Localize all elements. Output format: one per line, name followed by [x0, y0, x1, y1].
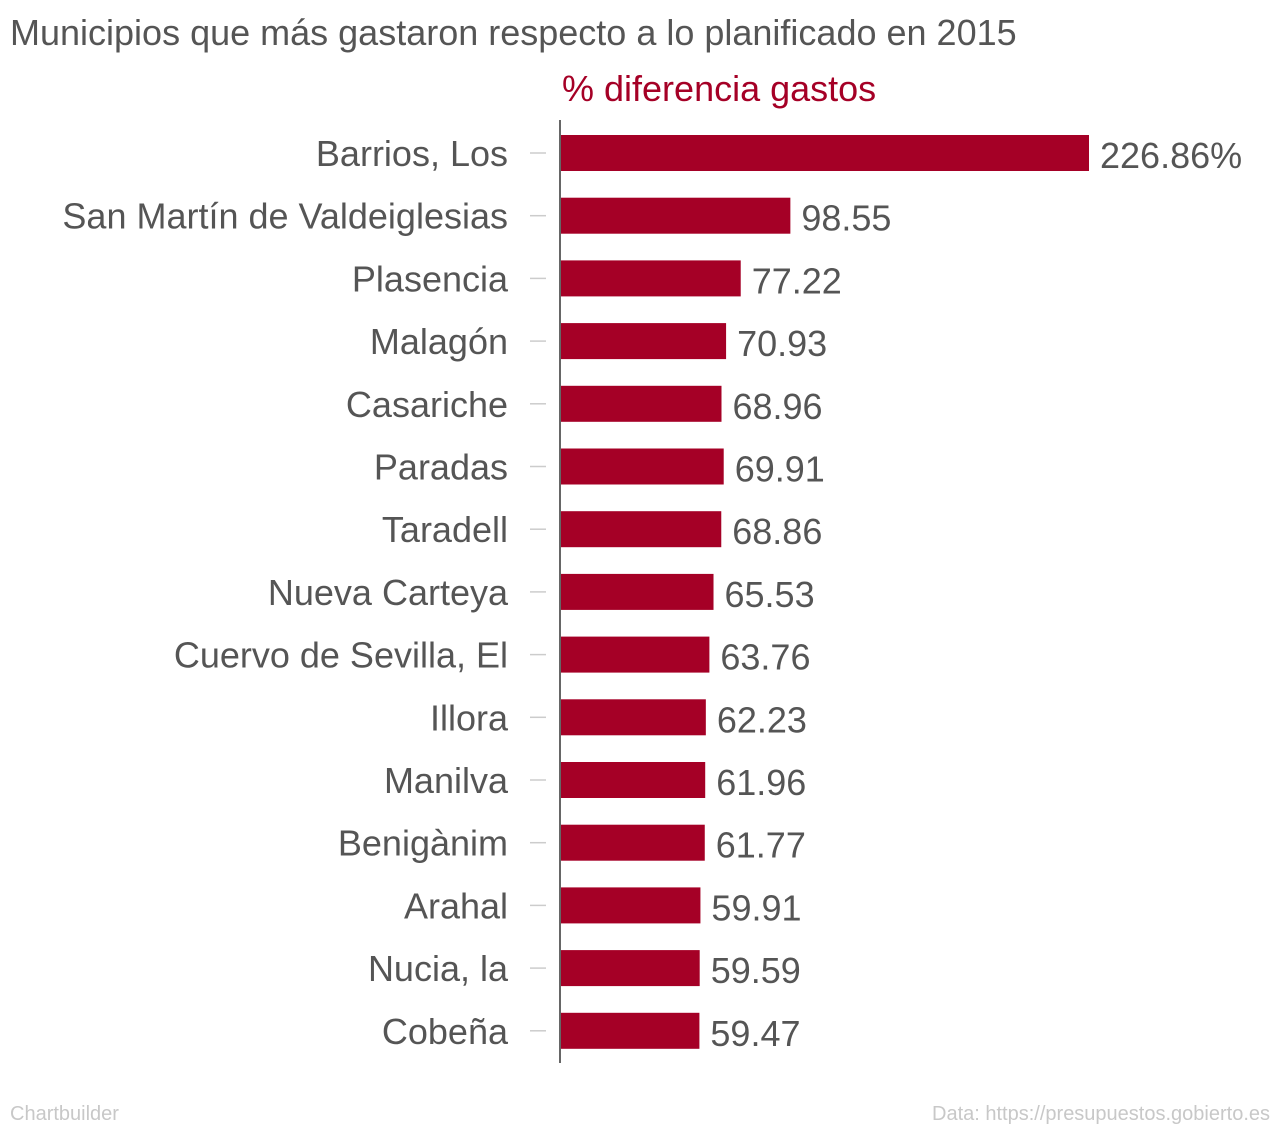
category-label: Manilva [384, 760, 509, 801]
value-label: 65.53 [725, 574, 815, 615]
value-label: 70.93 [737, 323, 827, 364]
bar [561, 323, 727, 360]
category-label: Nucia, la [368, 948, 509, 989]
bar [561, 135, 1089, 171]
bar [561, 699, 706, 736]
bar [561, 385, 722, 422]
value-label: 61.96 [716, 762, 806, 803]
bar [561, 448, 724, 485]
category-label: San Martín de Valdeiglesias [62, 196, 508, 237]
bar [561, 636, 710, 673]
value-label: 69.91 [735, 449, 825, 490]
y-axis-ticks [530, 152, 546, 1032]
bars-group [561, 135, 1089, 1049]
value-label: 98.55 [801, 198, 891, 239]
category-label: Cobeña [382, 1011, 509, 1052]
value-label: 77.22 [752, 260, 842, 301]
bar [561, 762, 706, 798]
category-label: Paradas [374, 447, 508, 488]
category-label: Casariche [346, 384, 508, 425]
value-label: 61.77 [716, 825, 806, 866]
category-labels: Barrios, Los San Martín de Valdeiglesias P… [62, 133, 509, 1052]
footer-credit: Chartbuilder [10, 1103, 119, 1125]
value-label: 63.76 [720, 637, 810, 678]
category-label: Nueva Carteya [268, 572, 509, 613]
bar [561, 1012, 700, 1049]
value-label: 59.59 [711, 950, 801, 991]
category-label: Barrios, Los [316, 133, 508, 174]
category-label: Cuervo de Sevilla, El [174, 635, 508, 676]
chart-title: Municipios que más gastaron respecto a l… [10, 12, 1017, 53]
value-label: 68.96 [732, 386, 822, 427]
bar [561, 260, 741, 297]
bar [561, 197, 791, 234]
category-label: Taradell [382, 509, 508, 550]
category-label: Illora [430, 697, 509, 738]
value-label: 59.91 [711, 887, 801, 928]
category-label: Plasencia [352, 258, 509, 299]
category-label: Malagón [370, 321, 508, 362]
bar [561, 824, 705, 861]
category-label: Benigànim [338, 823, 508, 864]
value-labels: 226.86% 98.55 77.22 70.93 68.96 69.91 68.86 65.… [710, 135, 1242, 1054]
bar [561, 887, 701, 924]
bar [561, 573, 714, 610]
value-label: 226.86% [1100, 135, 1242, 176]
value-label: 68.86 [732, 511, 822, 552]
bar-chart: Barrios, Los San Martín de Valdeiglesias P… [62, 120, 1242, 1063]
bar [561, 511, 722, 548]
value-label: 62.23 [717, 699, 807, 740]
value-label: 59.47 [710, 1013, 800, 1054]
bar [561, 950, 700, 987]
category-label: Arahal [404, 885, 508, 926]
series-label: % diferencia gastos [562, 68, 877, 109]
footer-source: Data: https://presupuestos.gobierto.es [932, 1103, 1270, 1125]
